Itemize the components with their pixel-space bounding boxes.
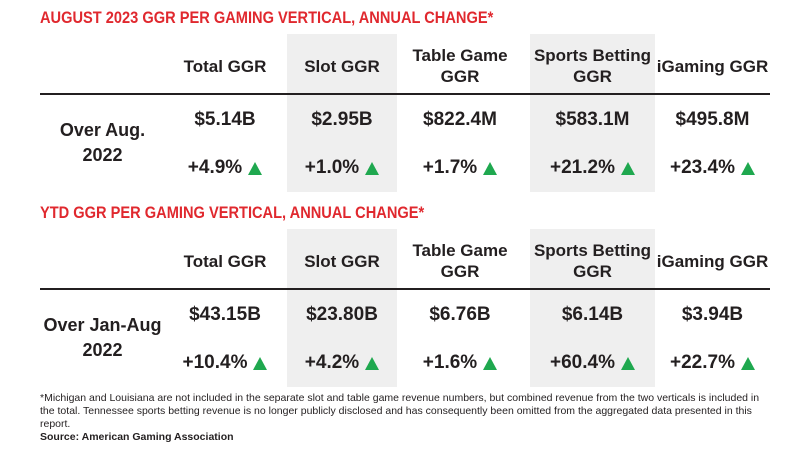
value-cell: $2.95B [311, 109, 373, 130]
change-cell: +22.7% [655, 351, 770, 375]
source-text: Source: American Gaming Association [40, 431, 234, 443]
row-label: Over Aug. 2022 [59, 120, 146, 165]
up-triangle-icon [620, 161, 635, 175]
change-cell: +10.4% [165, 351, 285, 375]
up-triangle-icon [253, 356, 268, 370]
value-cell: $822.4M [423, 109, 497, 130]
header-divider [40, 93, 770, 95]
change-value: +1.7% [422, 157, 478, 178]
column-header: Slot GGR [304, 56, 380, 76]
up-triangle-icon [365, 356, 380, 370]
section-title: YTD GGR PER GAMING VERTICAL, ANNUAL CHAN… [40, 203, 425, 222]
value-cell: $6.14B [561, 304, 624, 325]
change-cell: +23.4% [655, 156, 770, 180]
change-value: +10.4% [182, 352, 248, 373]
up-triangle-icon [740, 356, 755, 370]
footnote: *Michigan and Louisiana are not included… [40, 392, 770, 444]
column-header: Total GGR [183, 251, 267, 271]
up-triangle-icon [248, 161, 263, 175]
change-value: +1.0% [304, 157, 360, 178]
up-triangle-icon [483, 356, 498, 370]
up-triangle-icon [620, 356, 635, 370]
change-cell: +4.2% [287, 351, 397, 375]
change-cell: +21.2% [530, 156, 655, 180]
column-header: Table Game GGR [412, 46, 508, 86]
value-cell: $43.15B [189, 304, 261, 325]
header-divider [40, 288, 770, 290]
up-triangle-icon [740, 161, 755, 175]
change-cell: +4.9% [165, 156, 285, 180]
value-cell: $23.80B [306, 304, 378, 325]
change-cell: +1.0% [287, 156, 397, 180]
column-header: Sports Betting GGR [533, 241, 652, 281]
change-value: +23.4% [670, 157, 735, 178]
change-value: +4.2% [304, 352, 360, 373]
column-header: Total GGR [183, 56, 267, 76]
column-header: iGaming GGR [656, 251, 769, 271]
change-value: +22.7% [670, 352, 735, 373]
up-triangle-icon [483, 161, 498, 175]
change-value: +21.2% [550, 157, 615, 178]
column-header: Slot GGR [304, 251, 380, 271]
row-label: Over Jan-Aug 2022 [43, 315, 162, 360]
change-cell: +1.7% [400, 156, 520, 180]
value-cell: $3.94B [681, 304, 744, 325]
change-value: +60.4% [550, 352, 615, 373]
value-cell: $583.1M [555, 109, 630, 130]
footnote-text: *Michigan and Louisiana are not included… [40, 392, 760, 430]
change-value: +1.6% [422, 352, 478, 373]
column-header: iGaming GGR [656, 56, 769, 76]
column-header: Table Game GGR [412, 241, 508, 281]
up-triangle-icon [365, 161, 380, 175]
value-cell: $5.14B [194, 109, 256, 130]
section-title: AUGUST 2023 GGR PER GAMING VERTICAL, ANN… [40, 8, 494, 27]
column-header: Sports Betting GGR [533, 46, 652, 86]
value-cell: $6.76B [429, 304, 491, 325]
change-value: +4.9% [187, 157, 243, 178]
value-cell: $495.8M [675, 109, 750, 130]
change-cell: +1.6% [400, 351, 520, 375]
change-cell: +60.4% [530, 351, 655, 375]
